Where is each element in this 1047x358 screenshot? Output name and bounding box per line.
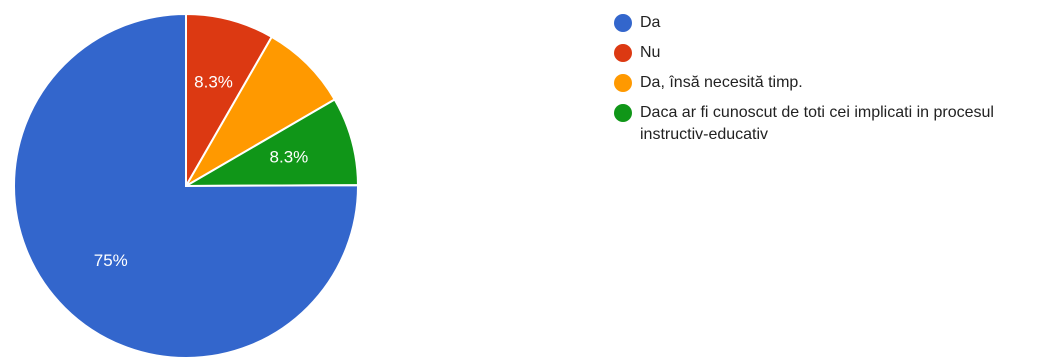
slice-label-daca-ar-fi-cunoscut: 8.3% <box>270 147 309 166</box>
legend-label-nu: Nu <box>640 44 661 61</box>
legend-label-da: Da <box>640 14 661 31</box>
slice-label-nu: 8.3% <box>194 72 233 91</box>
pie-slice-da-necesita-timp <box>183 35 337 189</box>
legend-swatch-da-necesita-timp <box>614 74 632 92</box>
chart-legend: Da Nu Da, însă necesită timp. Daca ar fi… <box>614 12 1039 154</box>
legend-swatch-nu <box>614 44 632 62</box>
legend-item-nu: Nu <box>614 42 1039 64</box>
legend-item-da-necesita-timp: Da, însă necesită timp. <box>614 72 1039 94</box>
legend-label-da-necesita-timp: Da, însă necesită timp. <box>640 74 803 91</box>
pie-slice-nu <box>185 12 274 190</box>
legend-label-daca-ar-fi-cunoscut: Daca ar fi cunoscut de toti cei implicat… <box>640 104 994 143</box>
pie-slice-da <box>13 12 359 358</box>
legend-swatch-da <box>614 14 632 32</box>
legend-item-da: Da <box>614 12 1039 34</box>
pie-slice-daca-ar-fi-cunoscut <box>182 98 360 188</box>
slice-label-da: 75% <box>94 251 128 270</box>
legend-item-daca-ar-fi-cunoscut: Daca ar fi cunoscut de toti cei implicat… <box>614 102 1039 146</box>
legend-swatch-daca-ar-fi-cunoscut <box>614 104 632 122</box>
